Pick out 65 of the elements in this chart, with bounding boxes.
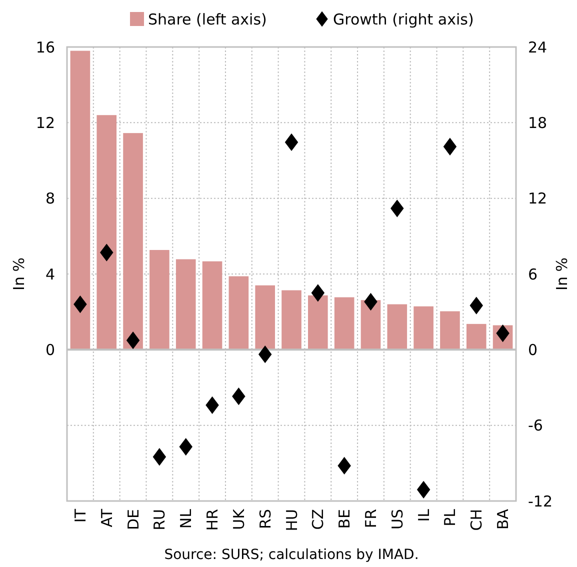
point [258,346,272,364]
legend-label: Growth (right axis) [333,10,474,28]
y2-tick-label: 12 [528,190,548,208]
point [338,456,351,475]
y2-tick-label: 6 [528,265,538,284]
x-tick-label: DE [124,509,142,530]
y2-tick-label: 0 [528,340,538,359]
x-tick-label: AT [98,508,116,528]
point [74,295,87,314]
bar [282,290,302,350]
point [416,480,430,498]
point [284,133,298,152]
y2-axis-title: In % [553,258,571,290]
point [232,388,246,406]
bar [228,276,249,350]
x-tick-label: RS [256,509,274,529]
bar [96,115,117,350]
y-tick-label: 0 [45,340,55,359]
point [470,296,484,314]
bar [255,285,275,350]
point [179,438,192,456]
x-tick-label: IL [414,508,433,522]
x-tick-label: RU [150,509,169,530]
y-axis-title: In % [10,258,28,290]
x-tick-label: HR [204,509,222,531]
point [152,448,166,466]
point [126,332,140,350]
point [443,138,457,156]
y-tick-label: 16 [36,38,55,56]
x-tick-label: BA [494,508,512,530]
y2-tick-label: 24 [528,38,548,56]
bar [466,324,486,350]
point [206,396,219,414]
bar [387,304,408,350]
point [364,292,378,311]
bar [176,259,196,350]
point [390,200,404,218]
point [311,284,325,302]
bar [308,295,328,350]
y2-tick-label: 18 [528,114,548,132]
x-tick-label: UK [230,508,248,530]
bar [70,50,90,350]
x-tick-label: HU [282,509,301,532]
bar [440,311,460,350]
y2-tick-label: -12 [528,492,552,510]
y2-tick-label: -6 [528,416,543,435]
y-tick-label: 12 [36,114,55,132]
x-tick-label: US [388,509,406,530]
x-tick-label: IT [71,508,90,523]
y-tick-label: 4 [45,265,55,284]
x-tick-label: PL [441,508,460,526]
x-tick-label: FR [362,509,380,528]
bar [414,306,434,350]
y-tick-label: 8 [45,190,55,208]
legend-label: Share (left axis) [148,10,267,28]
bar [150,250,170,350]
bar [334,297,354,350]
bar [202,261,222,350]
x-tick-label: NL [177,508,196,529]
x-tick-label: CZ [309,509,328,530]
point [100,244,114,262]
bar [123,133,143,350]
x-tick-label: BE [336,509,354,529]
x-tick-label: CH [468,509,486,531]
source-note: Source: SURS; calculations by IMAD. [164,547,419,563]
